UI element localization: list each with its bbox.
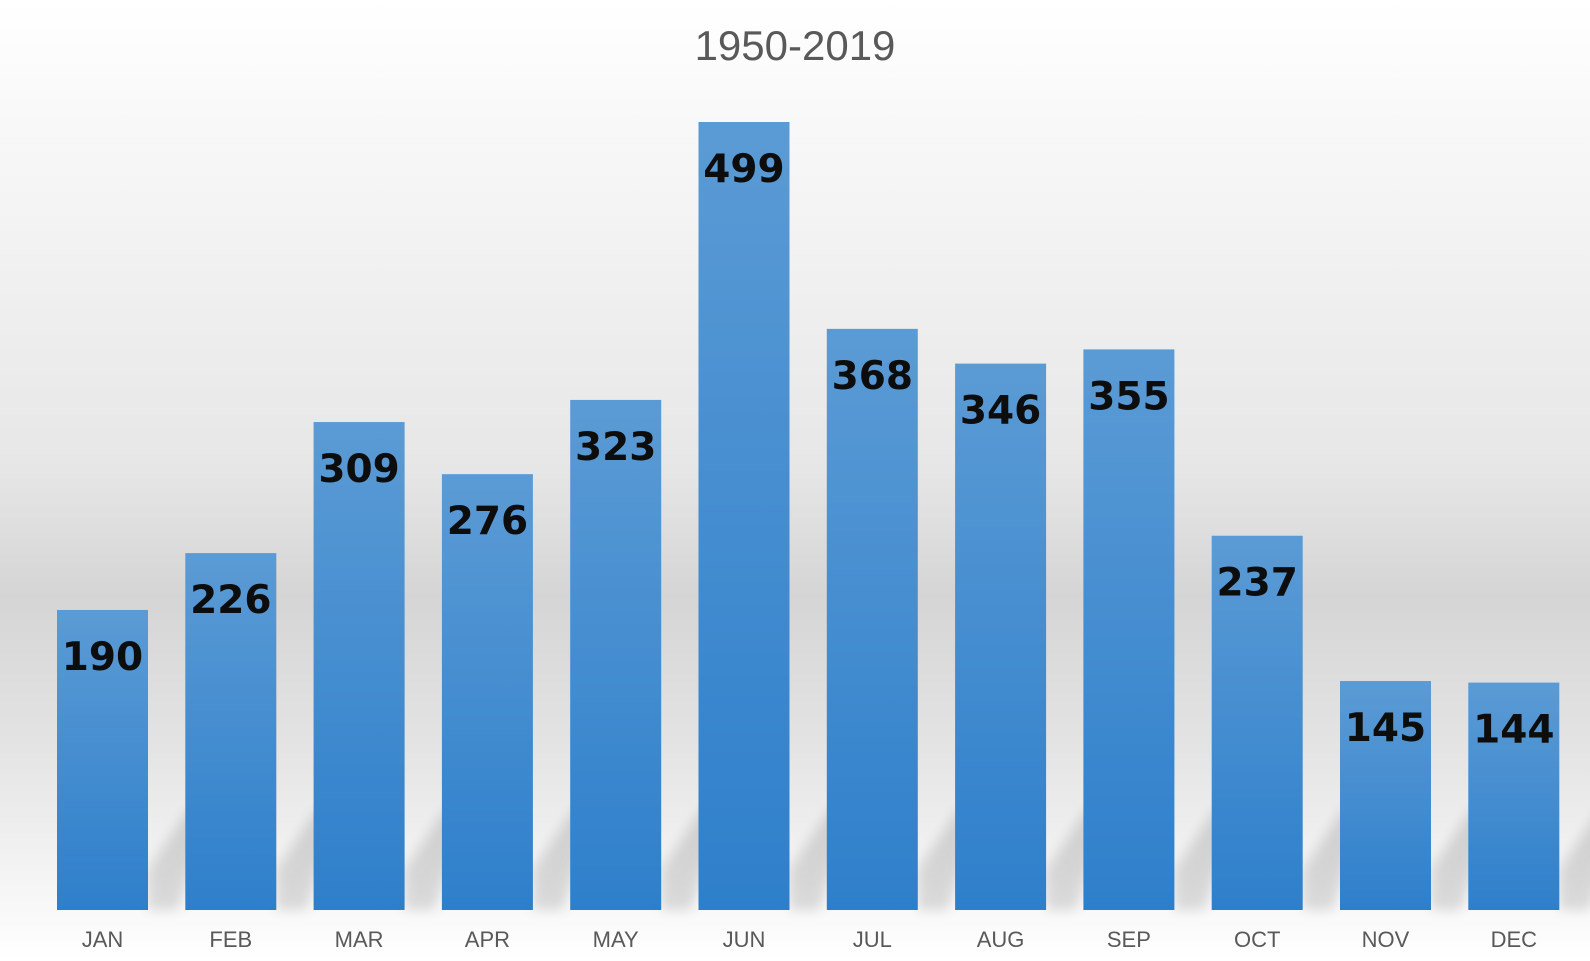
data-label-dec: 144	[1473, 708, 1554, 753]
bar-dec	[1468, 682, 1560, 910]
data-label-oct: 237	[1216, 561, 1297, 606]
data-label-mar: 309	[318, 447, 399, 492]
bar-sep	[1083, 349, 1175, 910]
bar-mar	[313, 422, 405, 910]
data-label-sep: 355	[1088, 374, 1169, 419]
data-label-jan: 190	[62, 635, 143, 680]
bar-jul	[826, 328, 918, 910]
bar-aug	[955, 363, 1047, 911]
data-labels-group: 190 226 309 276 323 499 368 346 355 237 145 144	[62, 147, 1555, 753]
data-label-may: 323	[575, 425, 656, 470]
x-tick-feb: FEB	[209, 927, 252, 952]
x-tick-jan: JAN	[82, 927, 124, 952]
x-tick-dec: DEC	[1491, 927, 1538, 952]
x-tick-jul: JUL	[853, 927, 892, 952]
data-label-jul: 368	[832, 354, 913, 399]
bar-feb	[185, 553, 277, 910]
x-tick-labels-group: JAN FEB MAR APR MAY JUN JUL AUG SEP OCT NOV DEC	[82, 927, 1537, 952]
data-label-jun: 499	[703, 147, 784, 192]
x-tick-apr: APR	[465, 927, 510, 952]
x-tick-oct: OCT	[1234, 927, 1280, 952]
bar-jan	[57, 609, 148, 910]
data-label-apr: 276	[447, 499, 528, 544]
x-tick-mar: MAR	[335, 927, 384, 952]
bar-apr	[441, 474, 533, 910]
x-tick-jun: JUN	[723, 927, 766, 952]
bar-jun	[698, 122, 790, 910]
bar-may	[570, 399, 662, 910]
bars-group	[57, 122, 1560, 911]
data-label-aug: 346	[960, 389, 1041, 434]
bar-shadow	[1559, 823, 1590, 910]
bar-nov	[1340, 681, 1431, 910]
data-label-feb: 226	[190, 578, 271, 623]
data-label-nov: 145	[1345, 706, 1426, 751]
x-tick-sep: SEP	[1107, 927, 1151, 952]
chart-subtitle: 1950-2019	[694, 22, 896, 69]
bar-oct	[1211, 535, 1303, 910]
x-tick-may: MAY	[593, 927, 639, 952]
x-tick-nov: NOV	[1362, 927, 1410, 952]
x-tick-aug: AUG	[977, 927, 1025, 952]
